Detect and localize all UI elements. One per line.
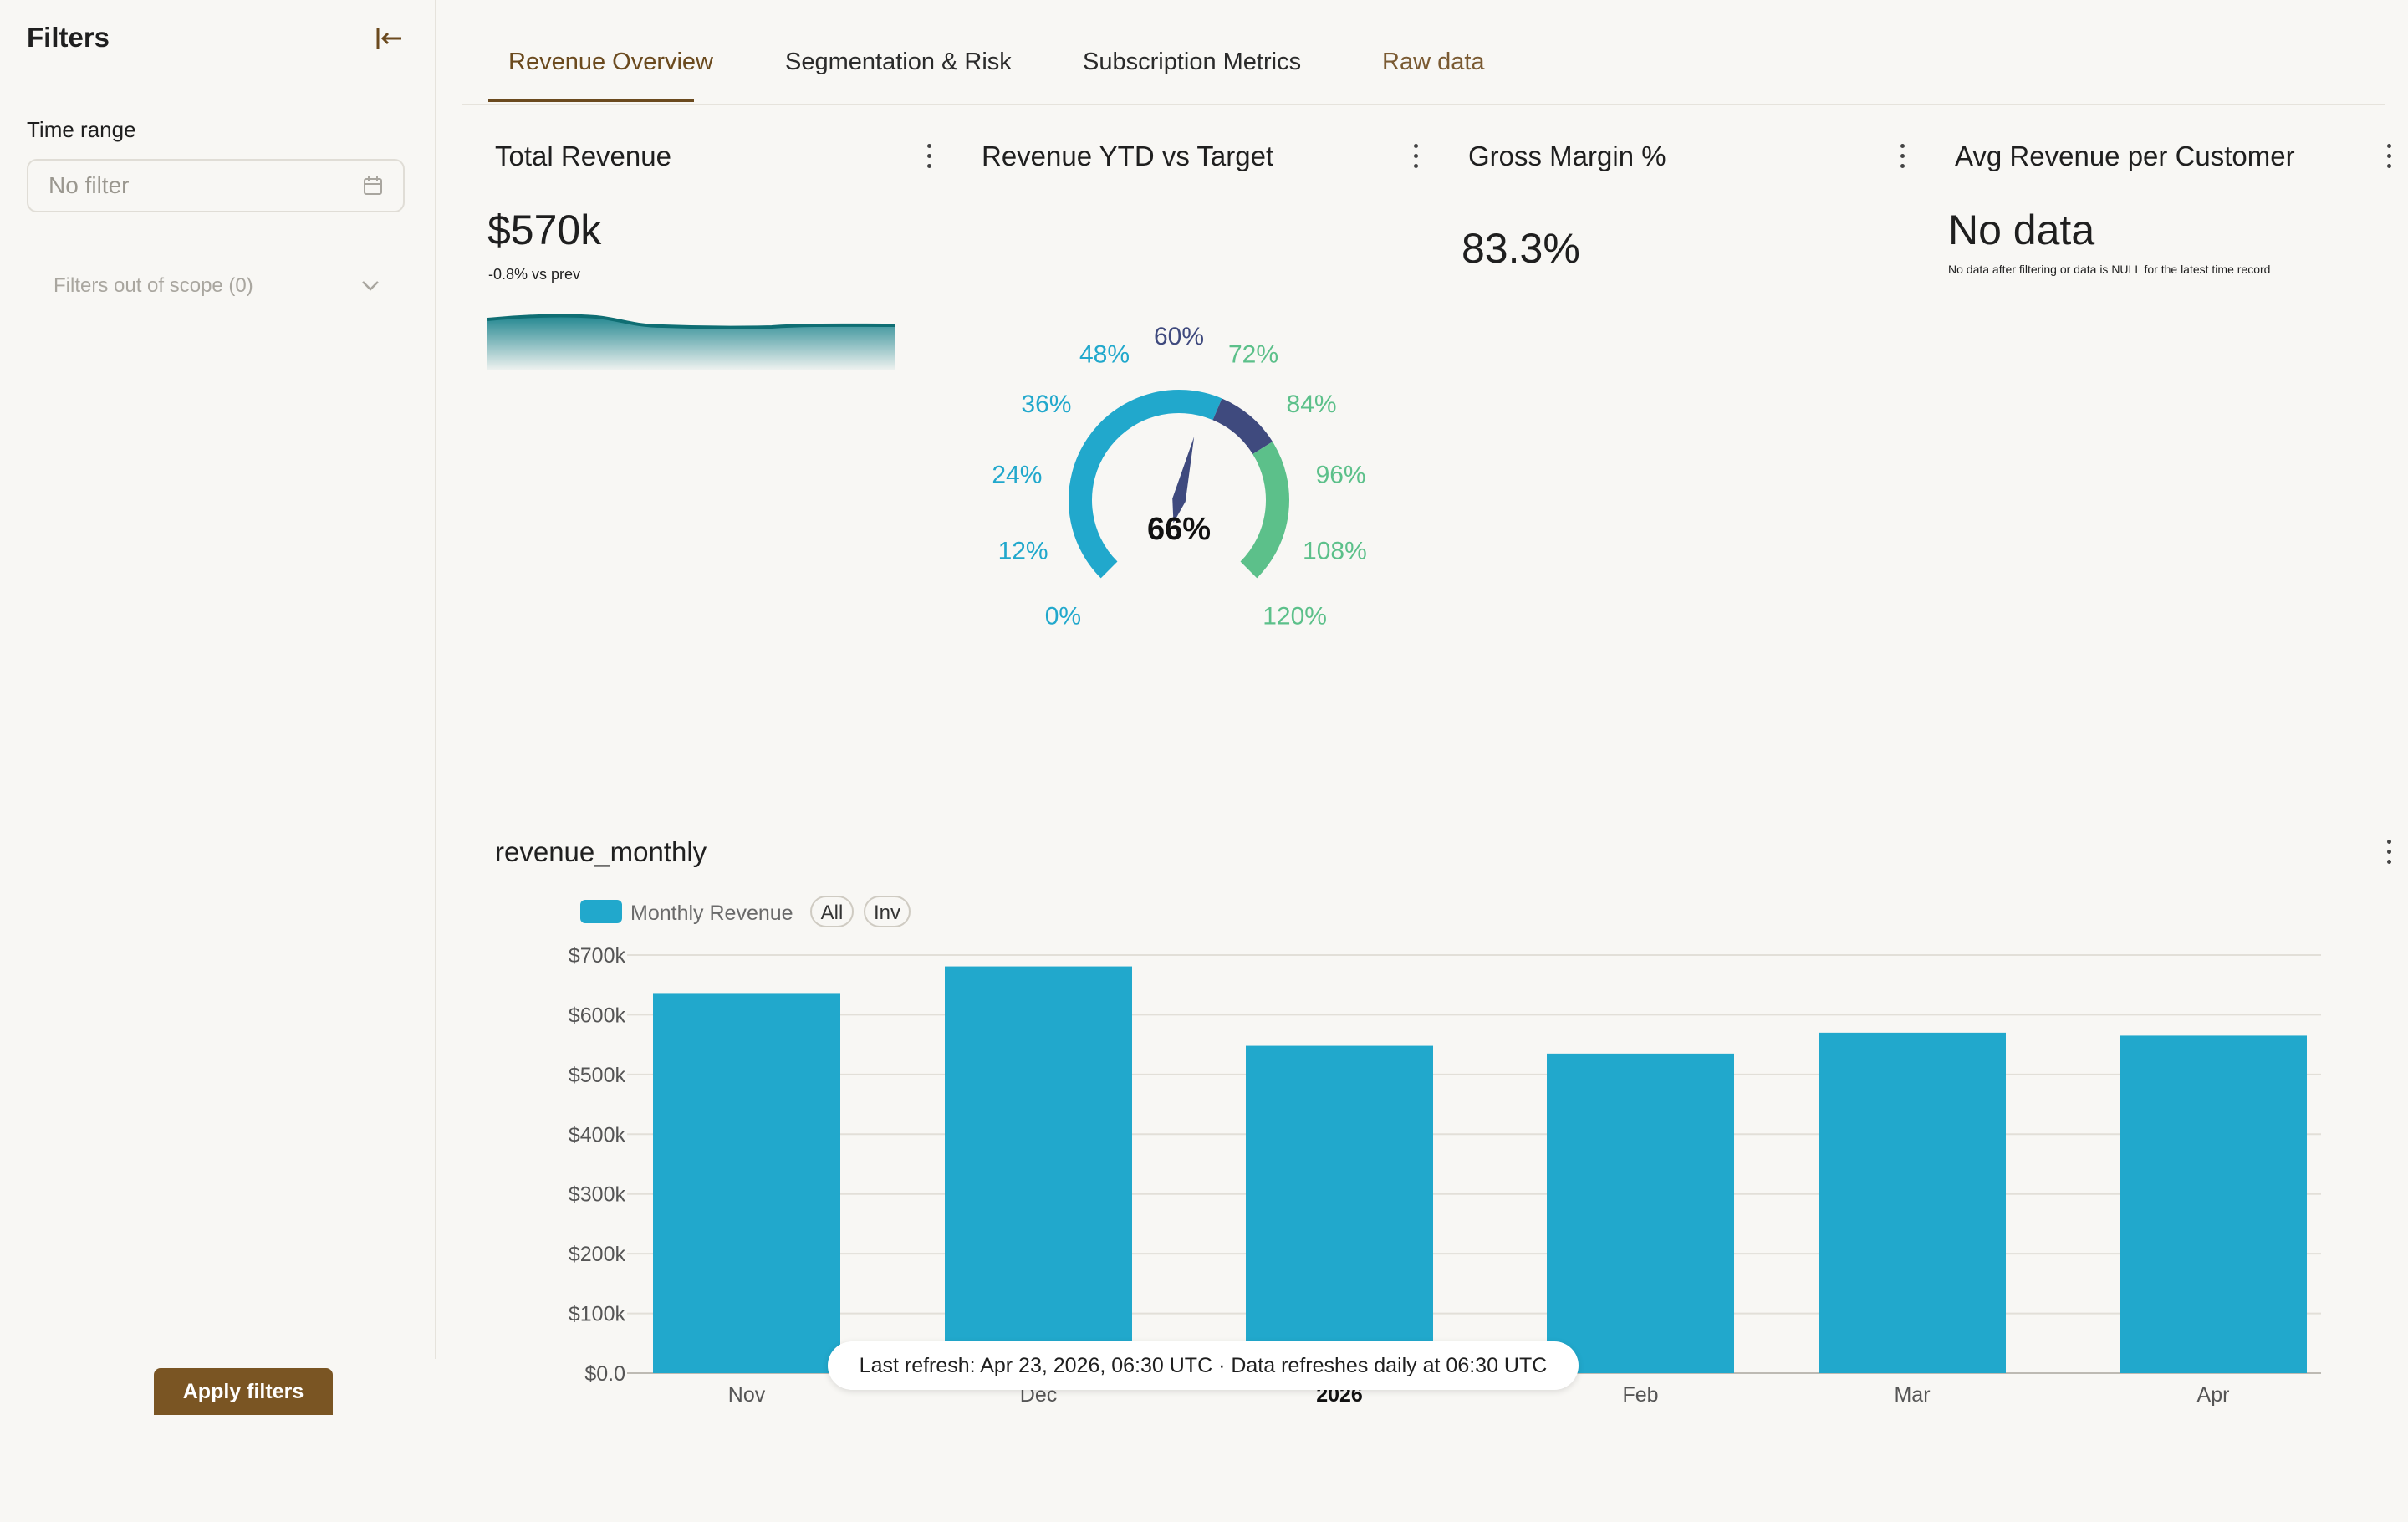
y-tick-label: $500k [569, 1064, 626, 1087]
y-tick-label: $200k [569, 1243, 626, 1266]
time-range-label: Time range [27, 117, 136, 142]
legend-pill-all[interactable]: All [810, 896, 854, 927]
gross-margin-value: 83.3% [1462, 225, 1580, 272]
y-tick-label: $400k [569, 1123, 626, 1147]
x-tick-label: Mar [1894, 1383, 1930, 1407]
y-tick-label: $600k [569, 1004, 626, 1027]
filters-sidebar: Filters Time range No filter Filters out… [0, 0, 436, 1359]
total-revenue-title: Total Revenue [495, 140, 671, 171]
chart-title: revenue_monthly [495, 836, 707, 867]
revenue-monthly-chart: Monthly Revenue All Inv $0.0 $100k $200k $3… [569, 896, 2321, 1407]
avg-revenue-title: Avg Revenue per Customer [1955, 140, 2295, 171]
time-range-input[interactable]: No filter [27, 159, 405, 212]
y-tick-label: $300k [569, 1183, 626, 1207]
gauge-tick-label: 0% [1045, 603, 1081, 631]
gauge-tick-label: 60% [1154, 323, 1204, 350]
gauge-tick-label: 48% [1079, 340, 1130, 368]
x-tick-label: Feb [1622, 1383, 1658, 1407]
x-tick-label: Nov [728, 1383, 766, 1407]
chart-legend[interactable]: Monthly Revenue [580, 900, 793, 925]
last-refresh-banner: Last refresh: Apr 23, 2026, 06:30 UTC · … [828, 1341, 1579, 1390]
bar-2026[interactable] [1246, 1045, 1433, 1373]
filters-out-of-scope[interactable]: Filters out of scope (0) [54, 274, 380, 298]
bar-mar[interactable] [1819, 1032, 2006, 1373]
ytd-target-menu-icon[interactable] [1411, 144, 1420, 174]
chart-menu-icon[interactable] [2385, 840, 2393, 870]
y-tick-label: $700k [569, 944, 626, 968]
avg-revenue-subtext: No data after filtering or data is NULL … [1948, 263, 2271, 276]
gauge-needle [1172, 437, 1195, 524]
filters-out-of-scope-label: Filters out of scope (0) [54, 274, 253, 297]
bar-apr[interactable] [2120, 1035, 2307, 1373]
pill-inv-label: Inv [874, 901, 900, 924]
gauge-tick-label: 12% [998, 538, 1048, 565]
legend-pill-inv[interactable]: Inv [864, 896, 911, 927]
dashboard-tabs: Revenue Overview Segmentation & Risk Sub… [462, 0, 2385, 105]
filters-title: Filters [27, 22, 110, 53]
gauge-band-low [1069, 390, 1222, 579]
total-revenue-delta: -0.8% vs prev [488, 266, 581, 283]
gross-margin-title: Gross Margin % [1468, 140, 1666, 171]
gauge-tick-label: 96% [1316, 461, 1366, 488]
total-revenue-menu-icon[interactable] [925, 144, 933, 174]
gauge-band-high [1240, 442, 1289, 579]
bar-nov[interactable] [653, 993, 840, 1373]
tab-raw-data[interactable]: Raw data [1382, 49, 1485, 75]
bar-dec[interactable] [945, 966, 1132, 1373]
gauge-value: 66% [1147, 512, 1211, 547]
gauge-tick-label: 108% [1303, 538, 1367, 565]
y-tick-label: $0.0 [584, 1362, 625, 1386]
calendar-icon [364, 176, 382, 195]
x-tick-label: Apr [2197, 1383, 2230, 1407]
total-revenue-sparkline [487, 314, 895, 370]
tab-segmentation-risk[interactable]: Segmentation & Risk [785, 49, 1012, 75]
pill-all-label: All [821, 901, 844, 924]
avg-revenue-value: No data [1948, 207, 2095, 253]
tab-subscription-metrics[interactable]: Subscription Metrics [1083, 49, 1302, 75]
gross-margin-menu-icon[interactable] [1898, 144, 1906, 174]
total-revenue-value: $570k [487, 207, 602, 253]
gauge-tick-label: 24% [992, 461, 1042, 488]
gauge-tick-label: 120% [1263, 603, 1327, 631]
avg-revenue-menu-icon[interactable] [2385, 144, 2393, 174]
y-tick-label: $100k [569, 1303, 626, 1326]
gauge-band-mid [1212, 398, 1273, 455]
chevron-down-icon [362, 281, 379, 291]
gauge-tick-label: 36% [1021, 391, 1071, 418]
ytd-gauge: 0% 12% 24% 36% 48% 60% 72% 84% 96% 108% 120% 66% [992, 323, 1367, 631]
ytd-target-title: Revenue YTD vs Target [982, 140, 1274, 171]
active-tab-indicator [488, 99, 694, 102]
collapse-sidebar-icon[interactable] [373, 22, 406, 55]
gauge-tick-label: 84% [1287, 391, 1337, 418]
tab-revenue-overview[interactable]: Revenue Overview [508, 49, 713, 75]
legend-label: Monthly Revenue [630, 901, 793, 925]
legend-swatch [580, 900, 622, 923]
time-range-placeholder: No filter [48, 172, 130, 198]
apply-filters-button[interactable]: Apply filters [154, 1368, 333, 1415]
bar-feb[interactable] [1547, 1053, 1734, 1373]
gauge-tick-label: 72% [1228, 340, 1278, 368]
